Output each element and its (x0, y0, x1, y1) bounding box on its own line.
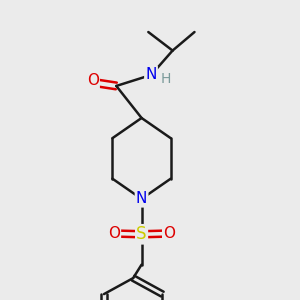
Text: H: H (161, 72, 171, 86)
Text: N: N (136, 191, 147, 206)
Text: O: O (163, 226, 175, 241)
Text: S: S (136, 225, 147, 243)
Text: N: N (145, 67, 157, 82)
Text: O: O (108, 226, 120, 241)
Text: O: O (87, 74, 99, 88)
